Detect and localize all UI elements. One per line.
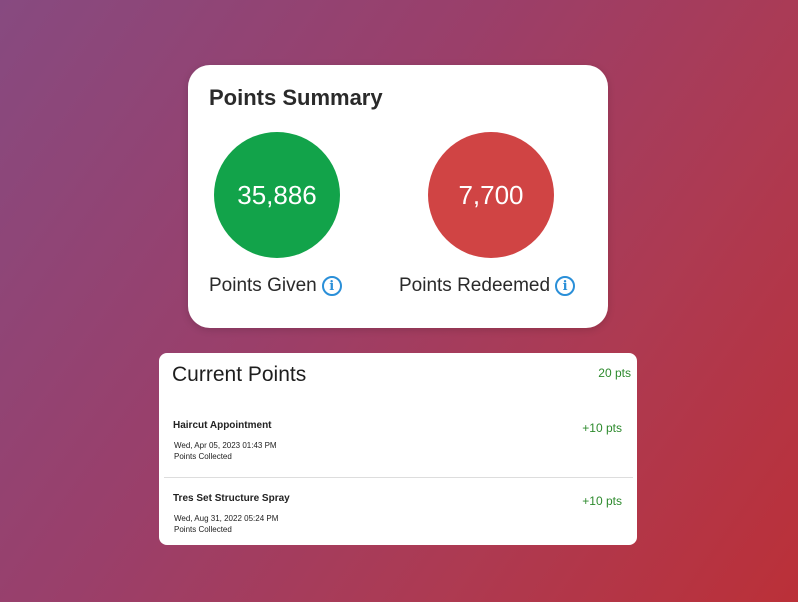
info-icon[interactable]: i — [555, 276, 576, 296]
current-points-total: 20 pts — [598, 366, 631, 380]
points-given-text: Points Given — [209, 275, 317, 296]
divider — [164, 477, 633, 478]
item-points: +10 pts — [582, 421, 622, 435]
item-date: Wed, Aug 31, 2022 05:24 PM — [174, 514, 279, 523]
current-points-card: Current Points 20 pts Haircut Appointmen… — [159, 353, 637, 545]
points-given-circle: 35,886 — [214, 132, 340, 258]
item-status: Points Collected — [174, 525, 232, 534]
item-status: Points Collected — [174, 452, 232, 461]
item-points: +10 pts — [582, 494, 622, 508]
points-given-label: Points Given i — [209, 275, 342, 297]
item-name: Tres Set Structure Spray — [173, 493, 290, 504]
points-redeemed-circle: 7,700 — [428, 132, 554, 258]
item-name: Haircut Appointment — [173, 420, 272, 431]
summary-title: Points Summary — [209, 85, 383, 110]
info-icon[interactable]: i — [321, 276, 342, 296]
points-summary-card: Points Summary 35,886 7,700 Points Given… — [188, 65, 608, 328]
points-redeemed-label: Points Redeemed i — [399, 275, 576, 297]
current-points-title: Current Points — [172, 363, 307, 386]
item-date: Wed, Apr 05, 2023 01:43 PM — [174, 441, 277, 450]
points-redeemed-text: Points Redeemed — [399, 275, 551, 296]
